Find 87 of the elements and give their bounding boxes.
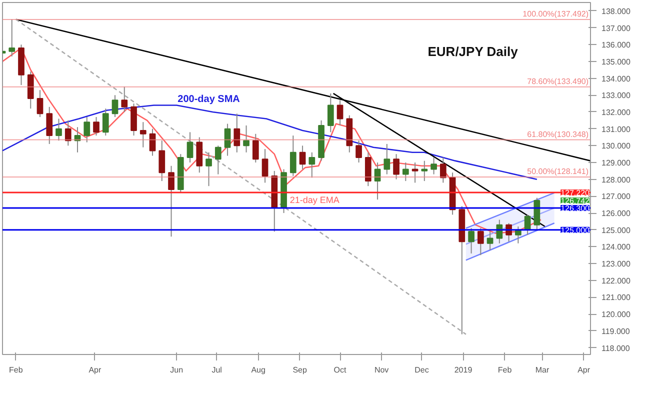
candlestick [468, 228, 474, 254]
candlestick [421, 160, 428, 182]
candlestick [8, 18, 16, 57]
candlestick [290, 135, 296, 176]
y-tick-label: 122.000 [602, 276, 631, 286]
candlestick [196, 136, 203, 174]
x-tick-label: Apr [88, 366, 102, 374]
y-tick-label: 133.000 [602, 91, 631, 100]
y-tick-label: 119.000 [602, 326, 630, 336]
x-tick-label: Nov [374, 366, 389, 374]
candlestick [243, 124, 250, 153]
candlestick [402, 162, 409, 182]
x-tick-label: Sep [292, 366, 308, 374]
annotation: 127.220 [560, 188, 590, 198]
candlestick [299, 145, 306, 170]
y-tick-label: 136.000 [602, 40, 631, 50]
annotation: 200-day SMA [178, 94, 240, 105]
y-tick-label: 132.000 [602, 108, 631, 117]
ref-line-label: 78.60%(133.490) [527, 76, 589, 86]
x-tick-label: Dec [414, 366, 429, 374]
candlestick [102, 108, 109, 136]
x-tick-label: Feb [498, 366, 512, 374]
candlestick [112, 94, 118, 118]
candlestick [130, 103, 137, 136]
candlestick [27, 71, 34, 110]
y-tick-label: 127.000 [602, 192, 631, 202]
ref-line-label: 100.00%(137.492) [522, 9, 589, 18]
y-tick-label: 120.000 [602, 310, 631, 320]
candlestick [430, 156, 437, 175]
annotation: 126.742 [560, 196, 590, 206]
y-tick-label: 135.000 [602, 57, 631, 66]
candlestick [206, 152, 212, 187]
candlestick [64, 120, 72, 146]
annotation: 125.000 [560, 226, 590, 235]
candlestick [121, 86, 128, 112]
candlestick [140, 122, 146, 148]
candlestick [46, 106, 53, 144]
x-tick-label: Jun [170, 366, 184, 374]
y-tick-label: 134.000 [602, 74, 631, 84]
y-tick-label: 130.000 [602, 142, 631, 151]
candlestick [477, 228, 484, 256]
x-tick-label: Jul [212, 366, 222, 374]
x-tick-label: Mar [535, 366, 550, 374]
candlestick [186, 132, 194, 163]
y-tick-label: 128.000 [602, 175, 631, 184]
candlestick [327, 92, 334, 133]
y-tick-label: 125.000 [602, 226, 631, 235]
candlestick [356, 140, 362, 163]
candlestick [308, 152, 316, 178]
candlestick [84, 116, 90, 143]
text: EUR/JPY Daily [428, 44, 519, 59]
candlestick [384, 143, 390, 175]
candlestick [56, 118, 62, 142]
y-tick-label: 124.000 [602, 242, 631, 252]
candlestick [364, 152, 372, 187]
ref-line-label: 50.00%(128.141) [527, 166, 589, 176]
candlestick [496, 219, 503, 244]
y-tick-label: 131.000 [602, 124, 631, 134]
y-tick-label: 121.000 [602, 293, 631, 302]
candlestick [262, 148, 268, 184]
candlestick [234, 113, 240, 153]
candlestick [393, 154, 400, 180]
candlestick [440, 156, 446, 184]
x-tick-label: Oct [334, 366, 348, 374]
candlestick [224, 123, 231, 156]
candlestick [252, 133, 259, 163]
candlestick [93, 116, 100, 136]
candlestick [336, 100, 344, 126]
y-tick-label: 138.000 [602, 6, 631, 16]
y-tick-label: 118.000 [602, 344, 630, 353]
candlestick [36, 90, 44, 118]
candlestick [168, 165, 174, 238]
annotation: 21-day EMA [290, 195, 340, 206]
y-tick-label: 123.000 [602, 260, 631, 269]
x-tick-label: Aug [251, 366, 266, 374]
candlestick [214, 145, 222, 175]
y-tick-label: 129.000 [602, 158, 631, 168]
y-tick-label: 126.000 [602, 209, 631, 218]
ref-line-label: 61.80%(130.348) [527, 130, 589, 139]
x-tick-label: 2019 [454, 366, 473, 374]
annotation: 126.300 [560, 204, 590, 213]
candlestick [158, 140, 166, 182]
candlestick [412, 162, 418, 184]
candlestick [486, 231, 494, 251]
x-tick-label: Feb [9, 366, 24, 374]
x-tick-label: Apr [578, 366, 590, 374]
y-tick-label: 137.000 [602, 24, 631, 33]
